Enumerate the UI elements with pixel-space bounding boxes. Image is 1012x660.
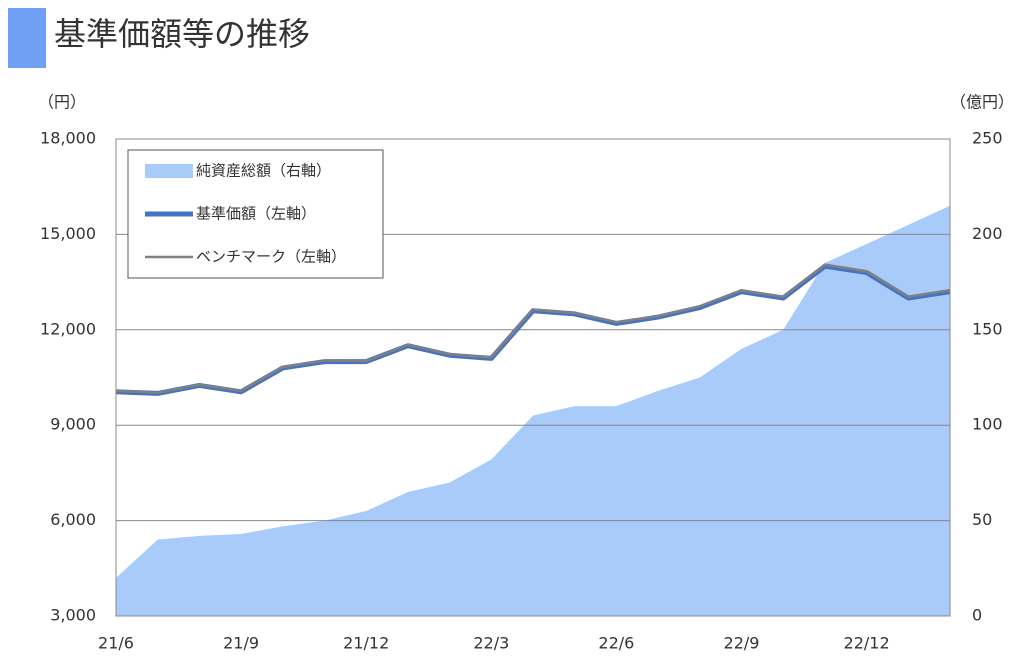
y2-unit-label: （億円） <box>950 93 1012 112</box>
y-tick-label: 6,000 <box>50 510 96 529</box>
y-tick-label: 3,000 <box>50 606 96 625</box>
y2-tick-label: 250 <box>972 129 1003 148</box>
y-tick-label: 9,000 <box>50 415 96 434</box>
y2-tick-label: 150 <box>972 319 1003 338</box>
title-marker <box>8 8 46 68</box>
y-tick-label: 15,000 <box>40 224 96 243</box>
x-tick-label: 21/12 <box>343 634 389 653</box>
y2-tick-label: 100 <box>972 415 1003 434</box>
y-tick-label: 18,000 <box>40 129 96 148</box>
legend-label: 純資産総額（右軸） <box>196 162 331 180</box>
line-series <box>115 263 951 395</box>
x-tick-label: 21/6 <box>98 634 134 653</box>
x-tick-label: 22/3 <box>473 634 509 653</box>
y-tick-label: 12,000 <box>40 319 96 338</box>
x-tick-label: 22/9 <box>724 634 760 653</box>
y2-tick-label: 50 <box>972 510 992 529</box>
legend-label: 基準価額（左軸） <box>196 205 316 223</box>
legend-label: ベンチマーク（左軸） <box>196 248 346 266</box>
y-unit-label: （円） <box>38 93 86 112</box>
legend-swatch <box>145 164 193 178</box>
x-tick-label: 22/12 <box>844 634 890 653</box>
page-title: 基準価額等の推移 <box>54 15 310 53</box>
y2-tick-label: 200 <box>972 224 1003 243</box>
x-tick-label: 22/6 <box>598 634 634 653</box>
x-tick-label: 21/9 <box>223 634 259 653</box>
plot-border <box>115 138 951 617</box>
y2-tick-label: 0 <box>972 606 982 625</box>
area-series <box>116 205 950 616</box>
